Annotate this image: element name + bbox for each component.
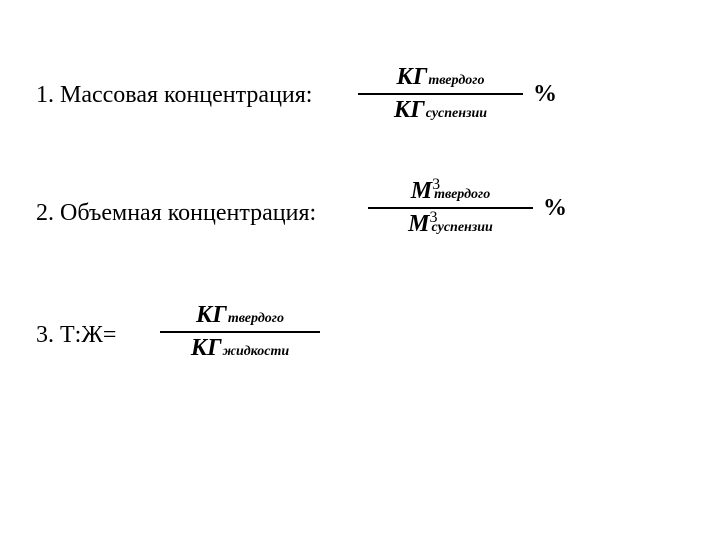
row-3-bot-var: КГ [191, 335, 222, 362]
row-1-percent: % [533, 81, 557, 108]
row-1-fraction: КГ твердого КГ суспензии [358, 62, 523, 126]
row-3-top-sub: твердого [228, 311, 284, 327]
row-2-numerator: М 3 твердого [407, 176, 494, 207]
row-3-denominator: КГ жидкости [187, 333, 293, 364]
row-1-bot-var: КГ [394, 97, 425, 124]
row-3-top-var: КГ [196, 302, 227, 329]
row-3-numerator: КГ твердого [192, 300, 288, 331]
row-3-bot-sub: жидкости [223, 344, 290, 360]
row-1-bot-sub: суспензии [426, 106, 487, 122]
row-2-denominator: М 3 суспензии [404, 209, 497, 240]
row-2-top-var: М [411, 178, 432, 205]
row-3-formula: КГ твердого КГ жидкости [160, 300, 320, 364]
row-1-label: 1. Массовая концентрация: [36, 82, 312, 109]
row-2-formula: М 3 твердого М 3 суспензии % [368, 176, 567, 240]
row-1-formula: КГ твердого КГ суспензии % [358, 62, 557, 126]
row-2-percent: % [543, 195, 567, 222]
row-3-label: 3. Т:Ж= [36, 322, 116, 349]
row-1-denominator: КГ суспензии [390, 95, 491, 126]
row-1-top-var: КГ [397, 64, 428, 91]
row-1-top-sub: твердого [428, 73, 484, 89]
row-2-bot-var: М [408, 211, 429, 238]
row-3-fraction: КГ твердого КГ жидкости [160, 300, 320, 364]
row-1-numerator: КГ твердого [393, 62, 489, 93]
row-2-bot-sub: суспензии [431, 220, 492, 236]
row-2-label: 2. Объемная концентрация: [36, 200, 316, 227]
row-2-fraction: М 3 твердого М 3 суспензии [368, 176, 533, 240]
row-2-top-sub: твердого [434, 187, 490, 203]
